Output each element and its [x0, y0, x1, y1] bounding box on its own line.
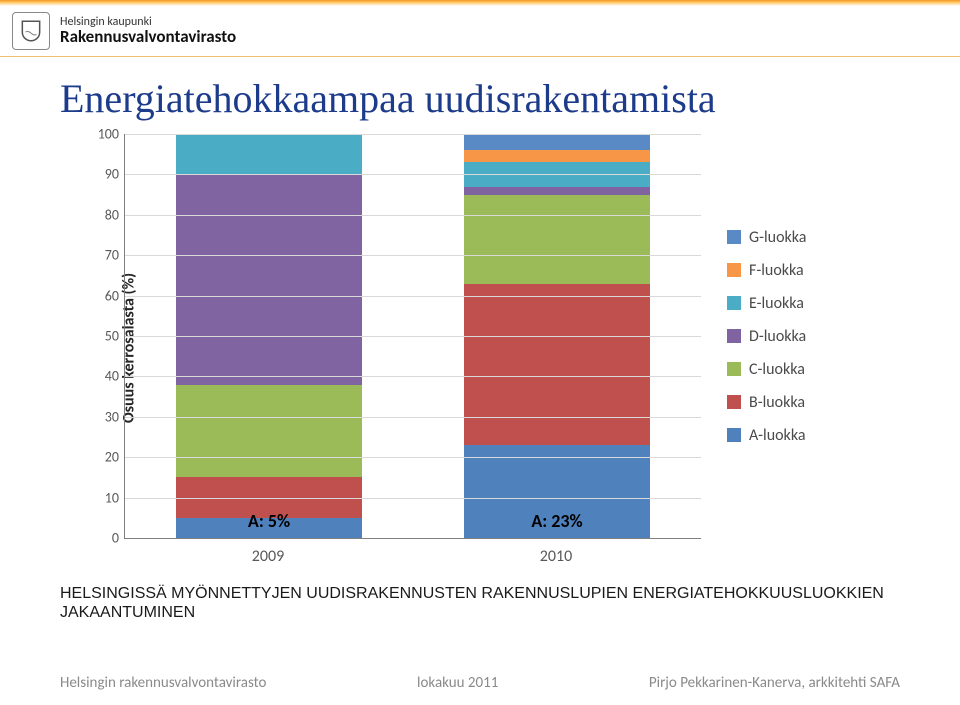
y-tick-label: 30: [79, 408, 125, 425]
footer-right: Pirjo Pekkarinen-Kanerva, arkkitehti SAF…: [649, 674, 900, 692]
chart-caption-row: HELSINGISSÄ MYÖNNETTYJEN UUDISRAKENNUSTE…: [60, 584, 900, 622]
legend-swatch-icon: [727, 230, 741, 244]
chart-legend: G-luokka F-luokka E-luokka D-luokka C-luokka…: [727, 134, 806, 538]
grid-line: [125, 417, 701, 418]
y-tick-label: 40: [79, 368, 125, 385]
slide-footer: Helsingin rakennusvalvontavirasto lokaku…: [0, 674, 960, 702]
legend-item-b: B-luokka: [727, 393, 806, 412]
page-header: Helsingin kaupunki Rakennusvalvontaviras…: [0, 6, 960, 57]
segment-d: [176, 174, 362, 384]
grid-line: [125, 498, 701, 499]
grid-line: [125, 255, 701, 256]
y-tick-label: 20: [79, 449, 125, 466]
legend-label: B-luokka: [749, 393, 805, 412]
segment-g: [464, 134, 650, 150]
legend-label: D-luokka: [749, 327, 806, 346]
legend-item-g: G-luokka: [727, 228, 806, 247]
header-text-block: Helsingin kaupunki Rakennusvalvontaviras…: [60, 16, 236, 47]
legend-swatch-icon: [727, 296, 741, 310]
segment-b: [464, 284, 650, 446]
legend-item-c: C-luokka: [727, 360, 806, 379]
legend-item-a: A-luokka: [727, 426, 806, 445]
legend-swatch-icon: [727, 428, 741, 442]
grid-line: [125, 134, 701, 135]
grid-line: [125, 296, 701, 297]
grid-line: [125, 174, 701, 175]
grid-line: [125, 376, 701, 377]
header-agency: Rakennusvalvontavirasto: [60, 28, 236, 47]
grid-line: [125, 215, 701, 216]
legend-swatch-icon: [727, 362, 741, 376]
y-tick-label: 90: [79, 166, 125, 183]
chart-x-labels: 2009 2010: [124, 547, 700, 566]
legend-item-f: F-luokka: [727, 261, 806, 280]
legend-swatch-icon: [727, 329, 741, 343]
legend-label: E-luokka: [749, 294, 804, 313]
bar-overlay-label: A: 23%: [531, 510, 582, 532]
segment-c: [176, 385, 362, 478]
chart-plot-area: A: 5%A: 23% 0102030405060708090100: [124, 134, 701, 539]
legend-label: G-luokka: [749, 228, 806, 247]
y-tick-label: 0: [79, 530, 125, 547]
y-tick-label: 70: [79, 247, 125, 264]
legend-swatch-icon: [727, 395, 741, 409]
segment-e: [176, 134, 362, 174]
footer-left: Helsingin rakennusvalvontavirasto: [60, 674, 266, 692]
grid-line: [125, 336, 701, 337]
city-crest-icon: [12, 12, 50, 50]
y-tick-label: 60: [79, 287, 125, 304]
legend-label: F-luokka: [749, 261, 804, 280]
x-tick-label: 2009: [252, 547, 284, 566]
legend-label: A-luokka: [749, 426, 806, 445]
legend-item-d: D-luokka: [727, 327, 806, 346]
segment-f: [464, 150, 650, 162]
footer-center: lokakuu 2011: [417, 674, 498, 692]
legend-item-e: E-luokka: [727, 294, 806, 313]
x-tick-label: 2010: [540, 547, 572, 566]
chart-caption: HELSINGISSÄ MYÖNNETTYJEN UUDISRAKENNUSTE…: [60, 585, 884, 621]
chart-plot-row: A: 5%A: 23% 0102030405060708090100 G-luo…: [124, 134, 900, 538]
legend-swatch-icon: [727, 263, 741, 277]
segment-c: [464, 195, 650, 284]
legend-label: C-luokka: [749, 360, 805, 379]
grid-line: [125, 457, 701, 458]
y-tick-label: 80: [79, 206, 125, 223]
y-tick-label: 50: [79, 328, 125, 345]
energy-class-chart: Osuus kerrosalasta (%) A: 5%A: 23% 01020…: [60, 130, 900, 566]
slide-title: Energiatehokkaampaa uudisrakentamista: [0, 57, 960, 126]
y-tick-label: 100: [79, 126, 125, 143]
y-tick-label: 10: [79, 489, 125, 506]
bar-overlay-label: A: 5%: [248, 510, 290, 532]
segment-d: [464, 187, 650, 195]
